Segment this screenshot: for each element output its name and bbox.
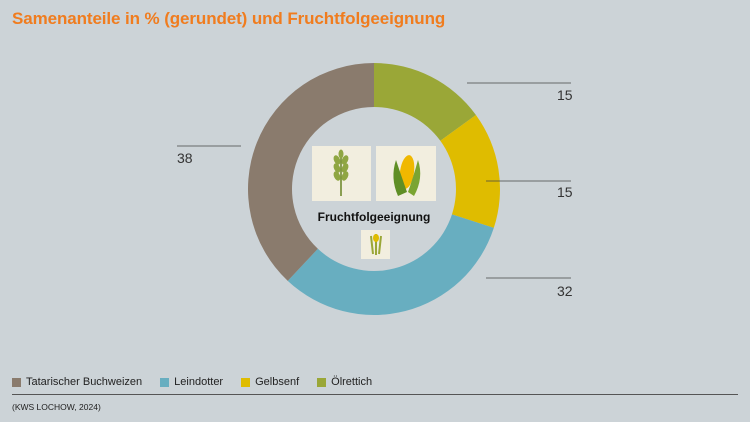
rapeseed-icon bbox=[361, 230, 390, 259]
value-label: 38 bbox=[177, 150, 193, 166]
legend-label: Ölrettich bbox=[331, 376, 373, 388]
value-label: 32 bbox=[557, 283, 573, 299]
legend-swatch bbox=[317, 377, 327, 387]
slice-ölrettich bbox=[374, 63, 476, 141]
source-note: (KWS LOCHOW, 2024) bbox=[12, 402, 101, 412]
value-label: 15 bbox=[557, 87, 573, 103]
legend-swatch bbox=[12, 377, 21, 387]
slice-gelbsenf bbox=[440, 114, 500, 228]
legend-item: Tatarischer Buchweizen bbox=[12, 376, 142, 388]
legend: Tatarischer Buchweizen Leindotter Gelbsenf… bbox=[12, 376, 372, 388]
divider bbox=[12, 394, 738, 395]
value-label: 15 bbox=[557, 184, 573, 200]
legend-label: Tatarischer Buchweizen bbox=[26, 376, 143, 388]
slice-leindotter bbox=[287, 214, 494, 315]
legend-label: Leindotter bbox=[174, 376, 224, 388]
center-label: Fruchtfolgeeignung bbox=[318, 210, 431, 224]
legend-item: Ölrettich bbox=[317, 376, 372, 388]
donut-chart: 15 15 32 38 Fruchtfolgeeignung bbox=[177, 63, 573, 315]
legend-item: Leindotter bbox=[160, 376, 223, 388]
chart-title: Samenanteile in % (gerundet) und Fruchtf… bbox=[12, 9, 446, 28]
wheat-icon bbox=[312, 146, 371, 201]
legend-swatch bbox=[160, 377, 170, 387]
slice-tatarischer-buchweizen bbox=[248, 63, 374, 281]
corn-icon bbox=[376, 146, 436, 201]
legend-label: Gelbsenf bbox=[255, 376, 300, 388]
legend-swatch bbox=[241, 377, 251, 387]
legend-item: Gelbsenf bbox=[241, 376, 299, 388]
